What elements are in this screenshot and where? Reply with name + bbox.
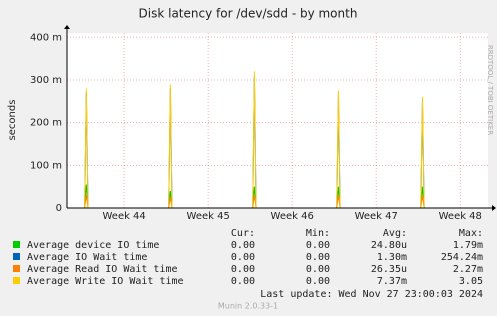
- legend-stat: 26.35u: [371, 264, 407, 275]
- legend-swatch: [13, 241, 20, 248]
- legend-swatch: [13, 253, 20, 260]
- y-tick-label: 0: [56, 203, 62, 214]
- legend-swatch: [13, 265, 20, 272]
- x-tick-label: Week 44: [102, 211, 145, 222]
- legend-stat: 0.00: [306, 252, 330, 263]
- legend-stat: 3.05: [459, 276, 483, 287]
- x-tick-label: Week 48: [439, 211, 482, 222]
- legend-header: Cur:: [231, 228, 255, 239]
- legend-stat: 0.00: [231, 240, 255, 251]
- legend-label: Average Read IO Wait time: [27, 264, 178, 275]
- legend-stat: 1.79m: [453, 240, 483, 251]
- legend-stat: 254.24m: [441, 252, 483, 263]
- legend-header: Max:: [459, 228, 483, 239]
- x-tick-label: Week 45: [187, 211, 230, 222]
- legend-label: Average device IO time: [27, 240, 159, 251]
- y-tick-label: 300 m: [30, 75, 62, 86]
- legend-label: Average IO Wait time: [27, 252, 147, 263]
- side-label: RRDTOOL / TOBI OETIKER: [486, 45, 494, 135]
- y-axis-label: seconds: [7, 100, 18, 141]
- y-tick-label: 100 m: [30, 160, 62, 171]
- legend-stat: 0.00: [231, 252, 255, 263]
- last-update: Last update: Wed Nov 27 23:00:03 2024: [260, 289, 483, 300]
- chart-title: Disk latency for /dev/sdd - by month: [139, 7, 358, 21]
- legend-stat: 1.30m: [377, 252, 407, 263]
- plot-area: [67, 33, 488, 208]
- legend-stat: 0.00: [231, 264, 255, 275]
- legend-stat: 0.00: [306, 276, 330, 287]
- series-line: [67, 71, 486, 209]
- legend-label: Average Write IO Wait time: [27, 276, 184, 287]
- axis-arrow: [64, 25, 70, 29]
- legend-stat: 24.80u: [371, 240, 407, 251]
- legend-header: Avg:: [383, 228, 407, 239]
- legend-swatch: [13, 277, 20, 284]
- legend-stat: 2.27m: [453, 264, 483, 275]
- y-tick-label: 400 m: [30, 32, 62, 43]
- legend-stat: 0.00: [231, 276, 255, 287]
- legend-stat: 0.00: [306, 240, 330, 251]
- legend-stat: 0.00: [306, 264, 330, 275]
- x-tick-label: Week 46: [271, 211, 314, 222]
- axis-arrow: [492, 205, 496, 211]
- footer: Munin 2.0.33-1: [218, 302, 278, 311]
- legend-stat: 7.37m: [377, 276, 407, 287]
- x-tick-label: Week 47: [355, 211, 398, 222]
- legend-header: Min:: [306, 228, 330, 239]
- y-tick-label: 200 m: [30, 118, 62, 129]
